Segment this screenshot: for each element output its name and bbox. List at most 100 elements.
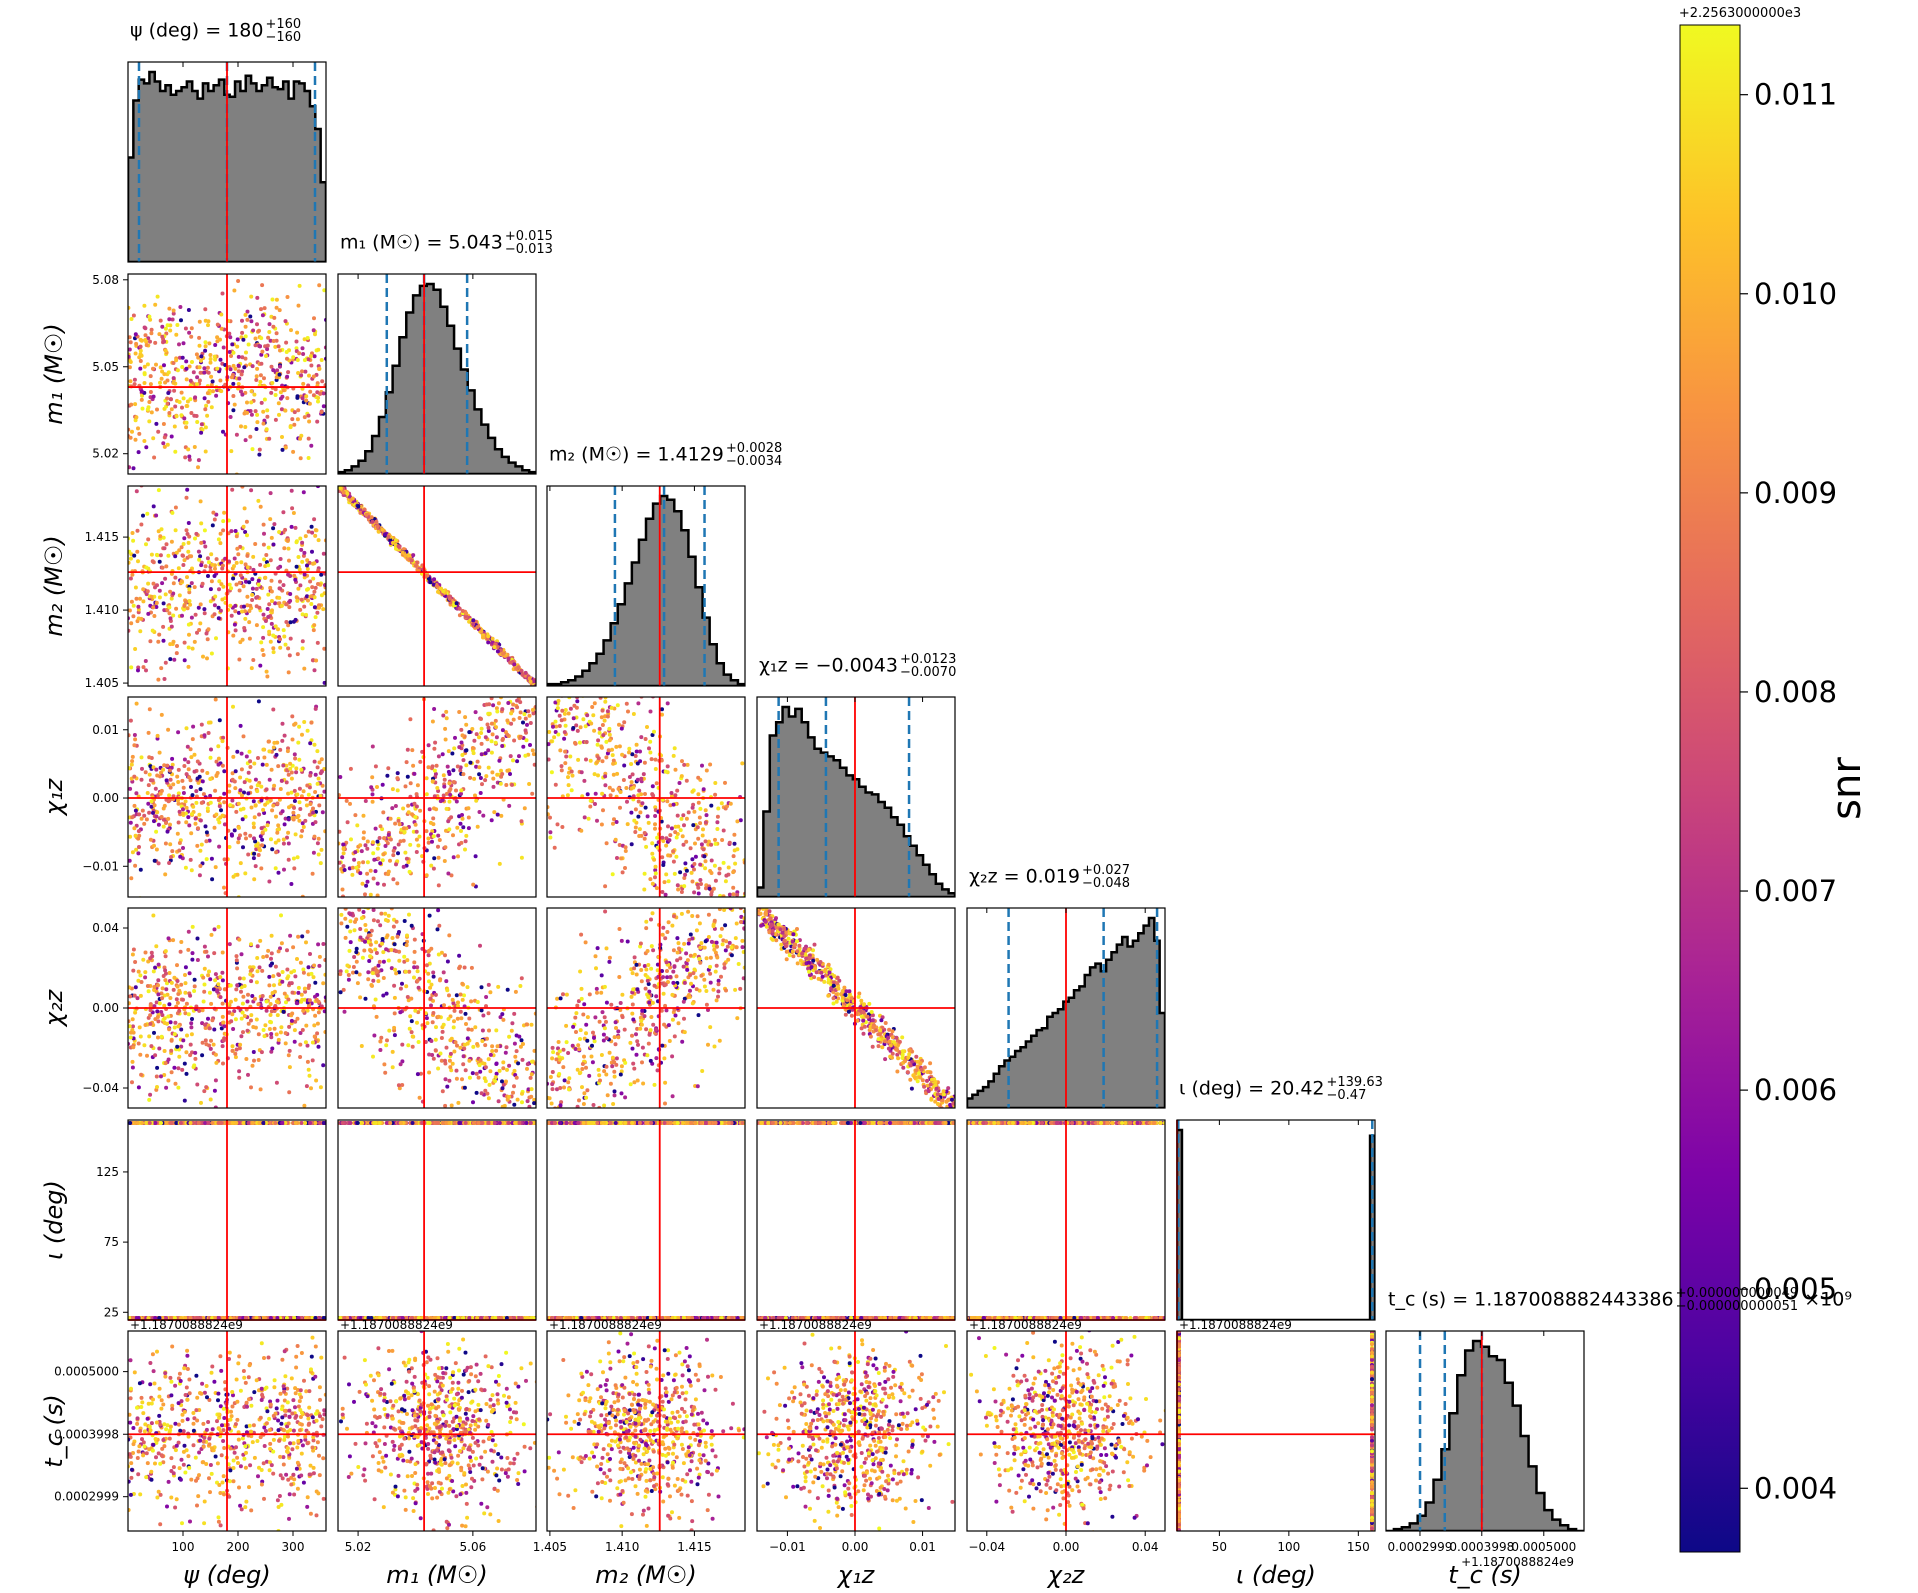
scatter-point [184, 528, 189, 533]
scatter-point [473, 710, 478, 715]
scatter-point [741, 899, 745, 903]
scatter-point [159, 712, 164, 717]
scatter-point [568, 754, 573, 759]
scatter-point [261, 747, 266, 752]
scatter-point [243, 616, 248, 621]
scatter-point [233, 786, 238, 791]
scatter-point [710, 899, 714, 903]
scatter-point [322, 1009, 326, 1014]
scatter-point [508, 1110, 512, 1114]
scatter-point [228, 367, 233, 372]
scatter-point [704, 886, 708, 891]
scatter-point [182, 603, 187, 608]
scatter-point [173, 575, 178, 580]
scatter-point [361, 813, 366, 818]
scatter-point [236, 382, 241, 386]
scatter-point [266, 335, 271, 340]
scatter-point [158, 553, 163, 558]
scatter-point [581, 691, 585, 695]
scatter-point [219, 312, 224, 317]
scatter-point [443, 953, 447, 958]
scatter-point [629, 842, 634, 847]
scatter-point [138, 688, 142, 692]
scatter-point [596, 773, 600, 778]
scatter-point [395, 881, 400, 886]
scatter-point [183, 973, 187, 977]
scatter-point [650, 792, 655, 797]
scatter-point [256, 1058, 261, 1062]
scatter-point [491, 703, 496, 708]
scatter-point [164, 987, 169, 992]
scatter-point [569, 691, 573, 695]
scatter-point [269, 837, 273, 842]
scatter-point [342, 899, 346, 903]
scatter-point [456, 1000, 460, 1005]
scatter-point [400, 902, 404, 906]
scatter-point [249, 785, 254, 790]
scatter-point [415, 783, 420, 788]
scatter-point [515, 691, 519, 695]
scatter-point [174, 550, 179, 555]
scatter-point [229, 354, 233, 358]
scatter-point [380, 902, 384, 906]
scatter-point [379, 899, 383, 903]
scatter-point [297, 351, 302, 356]
scatter-point [529, 1110, 533, 1114]
scatter-point [472, 738, 477, 743]
scatter-point [261, 635, 266, 640]
scatter-point [132, 774, 137, 779]
scatter-point [468, 691, 472, 695]
scatter-point [503, 691, 507, 695]
scatter-point [311, 328, 316, 333]
scatter-point [172, 1032, 177, 1037]
scatter-point [176, 730, 181, 735]
scatter-point [707, 899, 711, 903]
scatter-point [631, 712, 636, 716]
scatter-point [258, 373, 263, 378]
scatter-point [270, 381, 275, 385]
scatter-point [281, 841, 286, 846]
scatter-point [582, 815, 587, 820]
scatter-point [642, 836, 647, 841]
scatter-point [257, 812, 262, 817]
scatter-point [515, 1110, 519, 1114]
scatter-point [451, 833, 455, 838]
scatter-point [382, 882, 386, 887]
scatter-point [673, 793, 678, 798]
scatter-point [274, 305, 279, 310]
scatter-point [259, 997, 264, 1002]
scatter-point [361, 830, 366, 835]
scatter-point [698, 878, 703, 882]
scatter-point [136, 616, 141, 621]
scatter-point [668, 833, 673, 838]
scatter-point [368, 868, 373, 873]
scatter-point [442, 784, 447, 789]
scatter-point [487, 1110, 491, 1114]
scatter-point [414, 804, 419, 809]
scatter-point [242, 365, 247, 370]
scatter-point [181, 1038, 186, 1043]
scatter-point [340, 899, 344, 903]
scatter-point [206, 1016, 210, 1021]
scatter-point [220, 763, 225, 768]
scatter-point [143, 770, 148, 775]
scatter-point [314, 997, 319, 1002]
scatter-point [341, 894, 345, 897]
scatter-point [556, 698, 561, 703]
scatter-point [498, 1110, 502, 1114]
scatter-point [148, 339, 152, 344]
scatter-point [440, 752, 445, 757]
scatter-point [406, 1043, 411, 1048]
scatter-point [727, 840, 732, 845]
scatter-point [295, 652, 300, 657]
scatter-point [144, 542, 148, 547]
scatter-point [426, 971, 431, 976]
scatter-point [180, 778, 185, 783]
scatter-point [417, 1095, 422, 1100]
scatter-point [653, 757, 658, 762]
scatter-point [238, 573, 243, 578]
scatter-point [436, 589, 440, 594]
scatter-point [298, 536, 303, 541]
scatter-point [457, 691, 461, 695]
scatter-point [175, 323, 180, 327]
